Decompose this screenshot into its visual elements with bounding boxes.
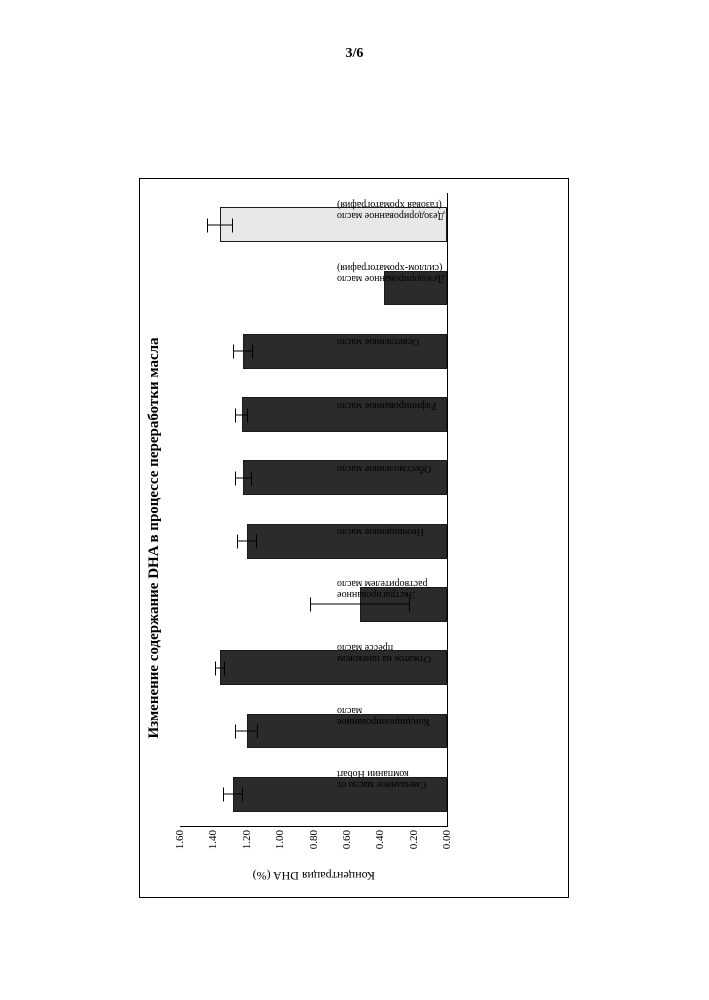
figure-caption: ФИГ. 3	[565, 530, 709, 590]
chart-plot-area: 0.000.200.400.600.801.001.201.401.60Смеш…	[180, 193, 448, 827]
x-tick-label: Рафинированное масло	[333, 400, 447, 411]
x-tick-label: Отжатое на шнековом прессе масло	[333, 642, 447, 664]
page-number: 3/6	[0, 46, 709, 62]
x-tick-label: Смешанное масло от компании Hobart	[333, 768, 447, 790]
error-bar	[235, 414, 248, 415]
error-bar	[223, 794, 243, 795]
chart-title: Изменение содержание DHA в процессе пере…	[146, 179, 163, 897]
x-tick-label: Дезодорированное масло (силлом-хроматогр…	[333, 262, 447, 284]
y-tick-label: 0.60	[341, 830, 353, 870]
x-tick-label: Дезодорированное масло (газовая хроматог…	[333, 199, 447, 221]
error-bar	[233, 351, 253, 352]
error-bar	[310, 604, 410, 605]
chart-frame: Изменение содержание DHA в процессе пере…	[139, 178, 569, 898]
y-tick-label: 1.20	[241, 830, 253, 870]
error-bar	[235, 731, 258, 732]
error-bar	[215, 667, 225, 668]
x-tick-label: Неочищенное масло	[333, 526, 447, 537]
x-tick-label: Обессмоленное масло	[333, 463, 447, 474]
y-tick-label: 1.00	[274, 830, 286, 870]
error-bar	[235, 477, 252, 478]
y-tick-label: 0.40	[374, 830, 386, 870]
y-tick-label: 1.40	[207, 830, 219, 870]
y-tick-label: 0.80	[308, 830, 320, 870]
y-tick-label: 1.60	[174, 830, 186, 870]
y-tick-label: 0.00	[441, 830, 453, 870]
chart-container: Изменение содержание DHA в процессе пере…	[139, 178, 569, 898]
error-bar	[207, 224, 234, 225]
x-tick-label: Кондиционированное масло	[333, 705, 447, 727]
error-bar	[237, 541, 257, 542]
x-tick-label: Экстрагированное растворителем масло	[333, 578, 447, 600]
y-tick-label: 0.20	[408, 830, 420, 870]
x-tick-label: Осветленное масло	[333, 336, 447, 347]
